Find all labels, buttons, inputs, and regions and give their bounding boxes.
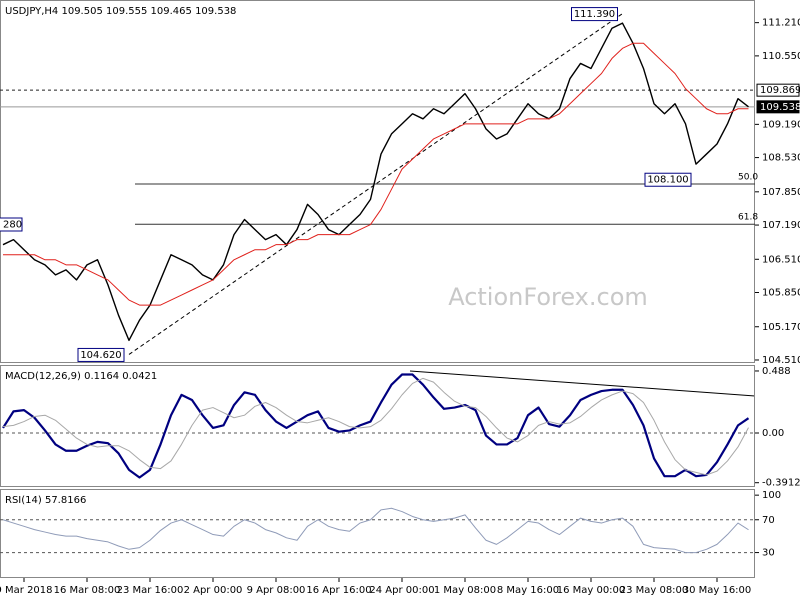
panel-border (0, 0, 755, 363)
level-box (756, 100, 800, 114)
y-tick-label: 107.850 (762, 187, 800, 198)
annotation-box (571, 7, 618, 22)
panel-title: MACD(12,26,9) 0.1164 0.0421 (5, 371, 157, 382)
x-tick-label: 2 Apr 00:00 (184, 585, 243, 596)
y-tick-label: 100 (762, 490, 781, 501)
panel-title: USDJPY,H4 109.505 109.555 109.465 109.53… (5, 6, 236, 17)
watermark: ActionForex.com (448, 283, 648, 311)
fib-label: 61.8 (738, 213, 758, 223)
fib-label: 50.0 (738, 173, 758, 183)
y-tick-label: 108.530 (762, 153, 800, 164)
level-label: 109.869 (760, 85, 800, 96)
level-label: 109.538 (760, 102, 800, 113)
panel-border (0, 365, 755, 487)
y-tick-label: 0.488 (762, 366, 791, 377)
series-line (2, 22, 749, 342)
annotation-box (77, 347, 125, 362)
annotation-label: 108.100 (647, 175, 688, 186)
y-tick-label: 105.170 (762, 322, 800, 333)
annotation-box (644, 172, 692, 187)
x-tick-label: 16 May 00:00 (557, 585, 626, 596)
annotation-label: 111.390 (574, 9, 615, 20)
x-tick-label: 23 Mar 16:00 (117, 585, 184, 596)
y-tick-label: 104.510 (762, 355, 800, 366)
annotation-label: 280 (3, 220, 22, 231)
y-tick-label: 107.190 (762, 220, 800, 231)
x-tick-label: 23 May 08:00 (620, 585, 689, 596)
annotation-label: 104.620 (80, 350, 121, 361)
y-tick-label: 30 (762, 548, 775, 559)
series-line (3, 42, 749, 306)
x-tick-label: 1 May 08:00 (434, 585, 496, 596)
panel-title: RSI(14) 57.8166 (5, 495, 86, 506)
x-tick-label: 24 Apr 00:00 (369, 585, 434, 596)
x-tick-label: 8 May 16:00 (497, 585, 559, 596)
level-box (756, 83, 800, 97)
y-tick-label: 109.190 (762, 119, 800, 130)
annotation-box (0, 217, 23, 232)
y-tick-label: 70 (762, 515, 775, 526)
y-tick-label: -0.3912 (762, 478, 800, 489)
x-tick-label: 16 Apr 16:00 (306, 585, 371, 596)
x-tick-label: 30 May 16:00 (683, 585, 752, 596)
trendline (128, 13, 623, 355)
x-tick-label: 9 Apr 08:00 (247, 585, 306, 596)
y-tick-label: 0.00 (762, 428, 784, 439)
y-tick-label: 111.210 (762, 18, 800, 29)
y-tick-label: 106.510 (762, 254, 800, 265)
series-line (2, 377, 749, 476)
y-tick-label: 105.850 (762, 288, 800, 299)
y-tick-label: 110.550 (762, 51, 800, 62)
x-tick-label: 9 Mar 2018 (0, 585, 53, 596)
panel-border (0, 489, 755, 578)
x-tick-label: 16 Mar 08:00 (54, 585, 121, 596)
macd-trendline (409, 370, 756, 397)
series-line (2, 373, 750, 479)
series-line (2, 507, 749, 554)
